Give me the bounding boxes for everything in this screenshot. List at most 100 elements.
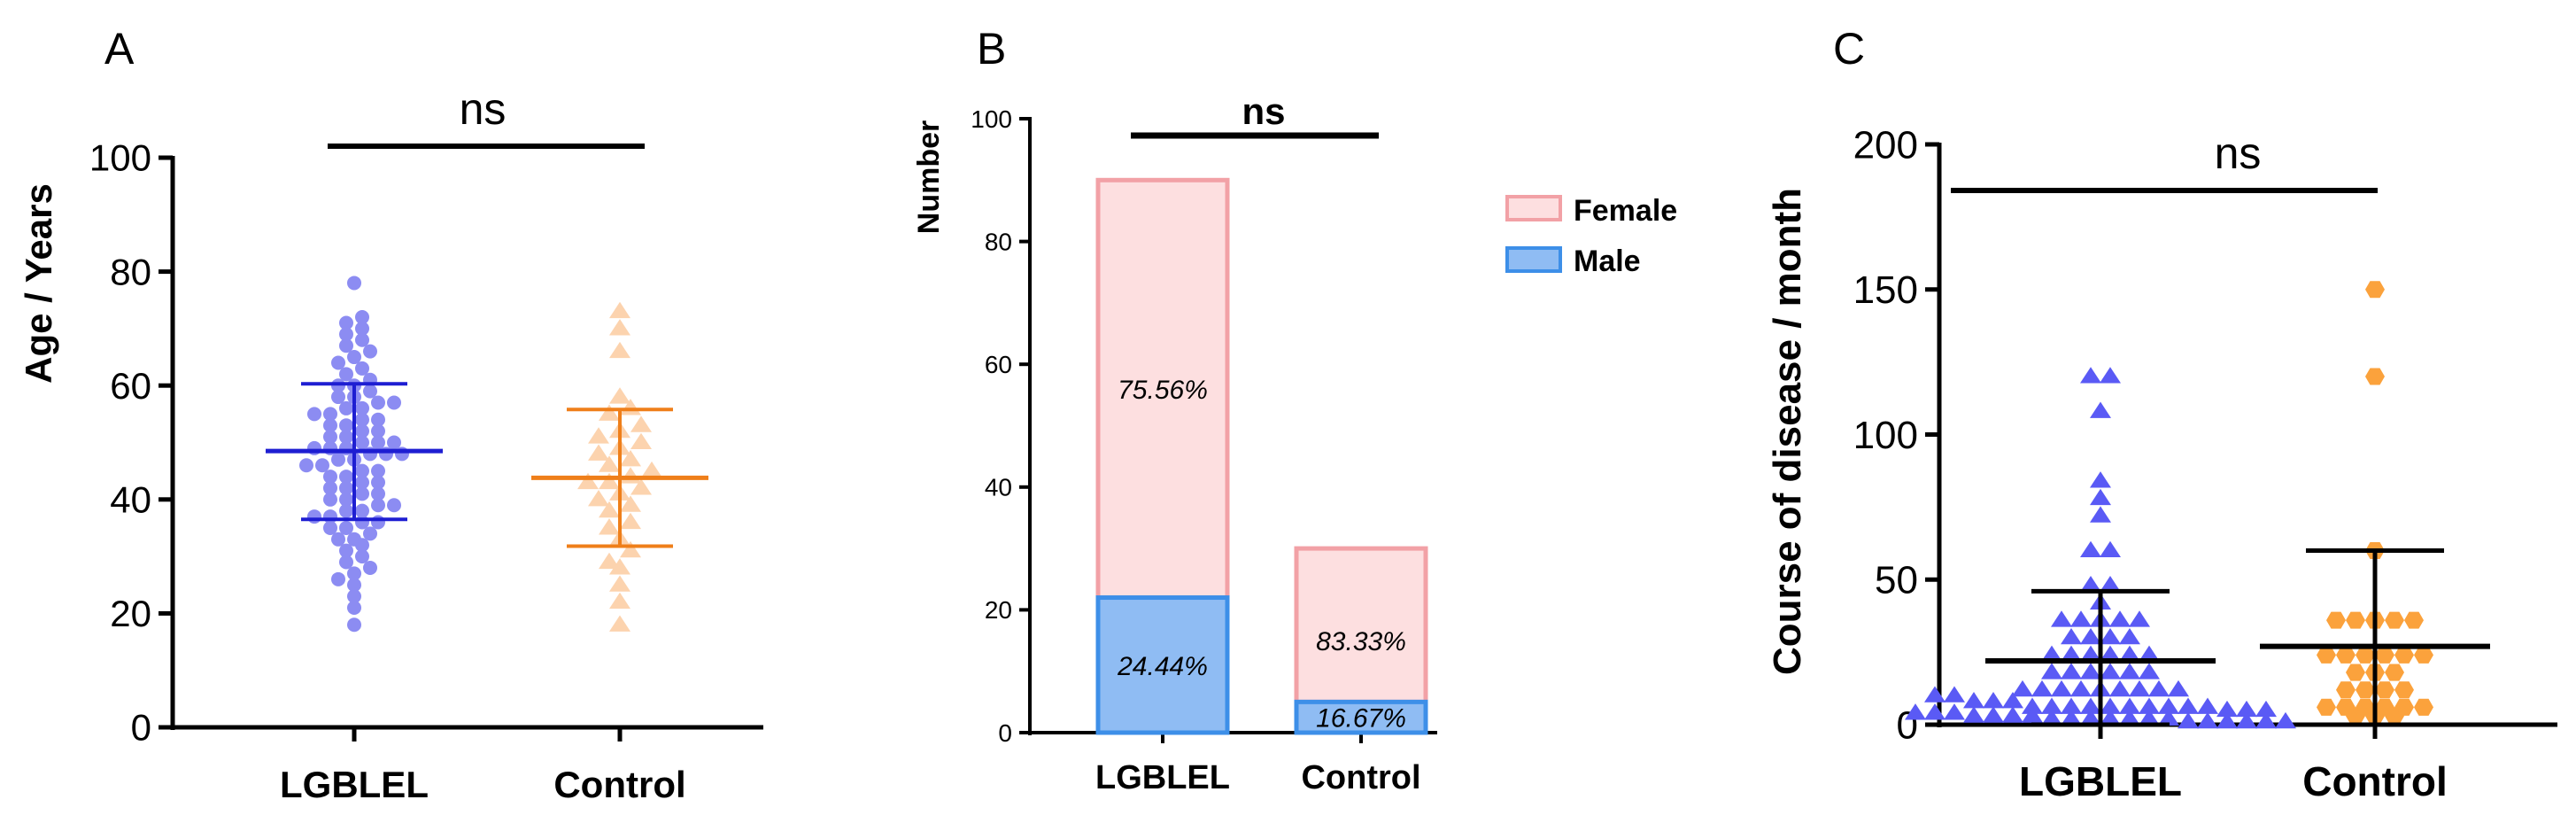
point-a-lgblel [339,543,353,558]
point-c-control [2414,698,2433,716]
point-c-lgblel [2119,627,2140,645]
point-c-lgblel [2100,645,2121,662]
point-c-lgblel [2178,697,2199,714]
point-a-control [609,319,630,336]
point-a-lgblel [355,486,369,501]
point-a-control [588,427,609,444]
point-a-lgblel [323,430,337,445]
chart-0-ytick-label: 60 [110,365,151,407]
point-a-lgblel [331,452,345,467]
point-c-lgblel [2275,711,2296,729]
point-a-control [599,404,620,421]
point-c-lgblel [1924,686,1946,703]
panel-c-xtick-control: Control [2302,758,2448,804]
point-a-lgblel [331,390,345,405]
point-a-lgblel [371,498,385,513]
point-a-lgblel [355,310,369,325]
bar-label-male: 24.44% [1117,652,1208,681]
point-a-lgblel [339,492,353,507]
point-a-control [609,301,630,319]
point-c-control [2365,368,2385,385]
point-a-lgblel [371,486,385,501]
chart-0-ytick-label: 20 [110,593,151,634]
point-c-control [2346,707,2365,725]
point-a-lgblel [315,458,329,473]
point-c-lgblel [2129,679,2150,697]
panel-a-xtick-control: Control [553,764,685,805]
point-c-lgblel [2139,663,2160,679]
point-c-control [2356,681,2375,699]
point-c-control [2404,611,2424,629]
point-c-lgblel [2070,610,2092,627]
panel-a: A Age / Years ns 0 20 40 60 80 100 LGBLEL Con… [18,24,763,805]
point-c-control [2336,646,2356,664]
bar-female-control [1294,546,1428,704]
point-c-lgblel [2168,679,2189,697]
point-a-control [588,490,609,507]
point-c-lgblel [2139,709,2160,726]
point-a-lgblel [363,526,377,541]
point-c-lgblel [2119,709,2140,726]
point-a-lgblel [387,395,401,410]
point-a-control [609,558,630,575]
point-c-lgblel [2090,471,2111,488]
point-a-lgblel [387,435,401,450]
point-c-lgblel [2041,645,2062,662]
point-c-lgblel [2139,645,2160,662]
point-c-lgblel [2012,679,2033,697]
point-a-lgblel [347,276,361,291]
point-a-lgblel [371,515,385,530]
bar-male-control [1294,699,1428,735]
point-a-lgblel [339,520,353,535]
point-c-lgblel [2051,679,2072,697]
panel-b-xtick-lgblel: LGBLEL [1095,759,1230,796]
point-a-lgblel [347,578,361,593]
panel-b-ylabel: Number [912,120,946,234]
chart-1-ytick-label: 20 [985,596,1012,624]
point-c-lgblel [2080,576,2101,593]
point-c-lgblel [2061,627,2082,645]
point-a-lgblel [347,350,361,365]
point-c-lgblel [2031,679,2053,697]
chart-2-ytick-label: 50 [1875,559,1918,602]
point-c-lgblel [2090,401,2111,418]
point-c-lgblel [2197,711,2218,729]
point-c-lgblel [2061,709,2082,726]
point-c-control [2317,698,2336,716]
point-c-lgblel [2022,697,2043,714]
point-a-control [599,455,620,472]
point-a-lgblel [355,435,369,450]
bar-male-lgblel [1095,595,1230,735]
point-a-lgblel [339,430,353,445]
point-c-lgblel [2119,697,2140,714]
point-c-lgblel [2080,645,2101,662]
point-c-lgblel [1983,706,2004,723]
point-a-control [599,501,620,518]
point-a-lgblel [371,395,385,410]
panel-a-ylabel: Age / Years [18,183,59,384]
point-a-lgblel [331,571,345,586]
point-a-lgblel [355,549,369,564]
point-c-control [2346,611,2365,629]
point-a-control [588,444,609,461]
point-a-lgblel [355,412,369,427]
point-c-lgblel [2041,663,2062,679]
point-a-control [609,615,630,632]
point-c-lgblel [2148,679,2170,697]
point-a-lgblel [347,589,361,604]
point-c-lgblel [1983,692,2004,709]
point-a-lgblel [339,338,353,353]
legend-swatch-female [1505,195,1562,221]
panel-b: B Number ns 0 20 40 60 80 100 75.56% 24.44% 83.3… [912,24,1677,796]
bar-female-lgblel [1095,177,1230,601]
point-c-control [2385,707,2404,725]
point-a-lgblel [323,470,337,485]
point-c-lgblel [2197,697,2218,714]
point-a-lgblel [339,503,353,518]
point-c-control [2394,646,2414,664]
point-a-lgblel [323,407,337,422]
point-c-lgblel [2158,709,2179,726]
chart-0-ytick-label: 0 [131,707,151,749]
point-a-lgblel [347,600,361,615]
panel-c-significance: ns [2215,128,2262,178]
